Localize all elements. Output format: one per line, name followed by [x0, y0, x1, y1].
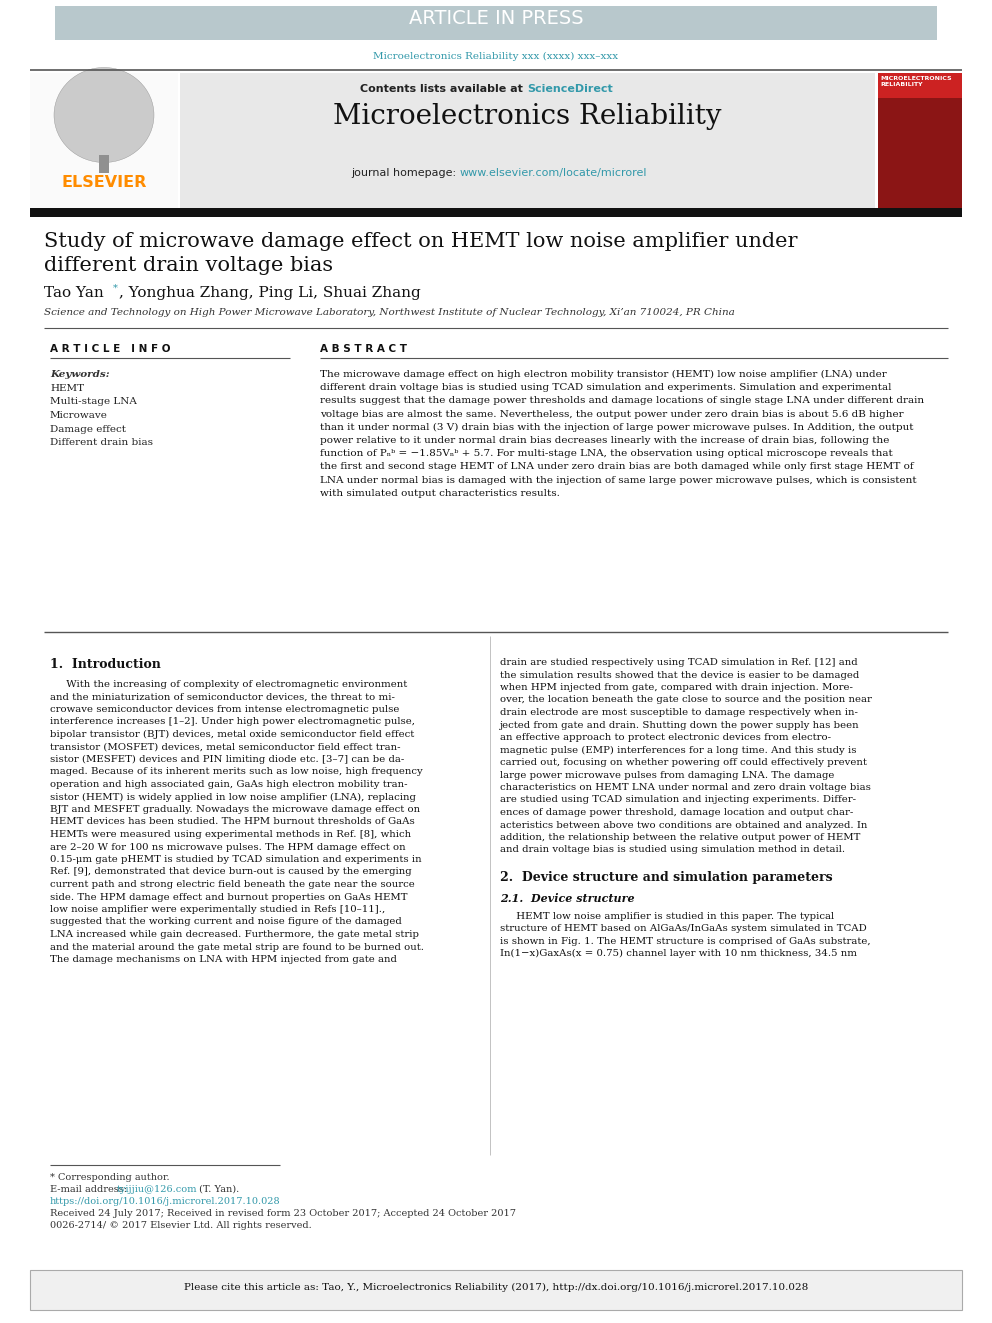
Text: interference increases [1–2]. Under high power electromagnetic pulse,: interference increases [1–2]. Under high…	[50, 717, 415, 726]
Text: Different drain bias: Different drain bias	[50, 438, 153, 447]
Bar	[30, 1270, 962, 1310]
Text: operation and high associated gain, GaAs high electron mobility tran-: operation and high associated gain, GaAs…	[50, 781, 408, 789]
Text: is shown in Fig. 1. The HEMT structure is comprised of GaAs substrate,: is shown in Fig. 1. The HEMT structure i…	[500, 937, 871, 946]
Ellipse shape	[54, 67, 154, 163]
Text: Tao Yan: Tao Yan	[44, 286, 104, 300]
Text: function of Pₙᵇ = −1.85Vₙᵇ + 5.7. For multi-stage LNA, the observation using opt: function of Pₙᵇ = −1.85Vₙᵇ + 5.7. For mu…	[320, 450, 893, 458]
Text: carried out, focusing on whether powering off could effectively prevent: carried out, focusing on whether powerin…	[500, 758, 867, 767]
Text: different drain voltage bias is studied using TCAD simulation and experiments. S: different drain voltage bias is studied …	[320, 384, 892, 392]
Text: 0026-2714/ © 2017 Elsevier Ltd. All rights reserved.: 0026-2714/ © 2017 Elsevier Ltd. All righ…	[50, 1221, 311, 1230]
Text: results suggest that the damage power thresholds and damage locations of single : results suggest that the damage power th…	[320, 397, 925, 405]
Text: acteristics between above two conditions are obtained and analyzed. In: acteristics between above two conditions…	[500, 820, 867, 830]
Text: the first and second stage HEMT of LNA under zero drain bias are both damaged wh: the first and second stage HEMT of LNA u…	[320, 463, 914, 471]
Text: maged. Because of its inherent merits such as low noise, high frequency: maged. Because of its inherent merits su…	[50, 767, 423, 777]
Text: ELSEVIER: ELSEVIER	[62, 175, 147, 191]
Text: Please cite this article as: Tao, Y., Microelectronics Reliability (2017), http:: Please cite this article as: Tao, Y., Mi…	[184, 1283, 808, 1293]
Text: with simulated output characteristics results.: with simulated output characteristics re…	[320, 488, 559, 497]
Text: are studied using TCAD simulation and injecting experiments. Differ-: are studied using TCAD simulation and in…	[500, 795, 856, 804]
Text: magnetic pulse (EMP) interferences for a long time. And this study is: magnetic pulse (EMP) interferences for a…	[500, 745, 856, 754]
Text: low noise amplifier were experimentally studied in Refs [10–11].,: low noise amplifier were experimentally …	[50, 905, 385, 914]
Bar	[878, 73, 962, 98]
Text: suggested that the working current and noise figure of the damaged: suggested that the working current and n…	[50, 917, 402, 926]
Text: sistor (MESFET) devices and PIN limiting diode etc. [3–7] can be da-: sistor (MESFET) devices and PIN limiting…	[50, 755, 405, 765]
Text: HEMT devices has been studied. The HPM burnout thresholds of GaAs: HEMT devices has been studied. The HPM b…	[50, 818, 415, 827]
Text: , Yonghua Zhang, Ping Li, Shuai Zhang: , Yonghua Zhang, Ping Li, Shuai Zhang	[119, 286, 421, 300]
Text: over, the location beneath the gate close to source and the position near: over, the location beneath the gate clos…	[500, 696, 872, 705]
Text: Microwave: Microwave	[50, 411, 108, 419]
Text: Microelectronics Reliability xxx (xxxx) xxx–xxx: Microelectronics Reliability xxx (xxxx) …	[373, 52, 619, 61]
Text: www.elsevier.com/locate/microrel: www.elsevier.com/locate/microrel	[460, 168, 648, 179]
Text: than it under normal (3 V) drain bias with the injection of large power microwav: than it under normal (3 V) drain bias wi…	[320, 423, 914, 431]
Text: when HPM injected from gate, compared with drain injection. More-: when HPM injected from gate, compared wi…	[500, 683, 853, 692]
Text: HEMT: HEMT	[50, 384, 84, 393]
Text: current path and strong electric field beneath the gate near the source: current path and strong electric field b…	[50, 880, 415, 889]
Text: transistor (MOSFET) devices, metal semiconductor field effect tran-: transistor (MOSFET) devices, metal semic…	[50, 742, 401, 751]
Text: MICROELECTRONICS
RELIABILITY: MICROELECTRONICS RELIABILITY	[880, 75, 951, 87]
Text: crowave semiconductor devices from intense electromagnetic pulse: crowave semiconductor devices from inten…	[50, 705, 400, 714]
Text: journal homepage:: journal homepage:	[351, 168, 460, 179]
Text: different drain voltage bias: different drain voltage bias	[44, 255, 333, 275]
Text: an effective approach to protect electronic devices from electro-: an effective approach to protect electro…	[500, 733, 831, 742]
Text: https://doi.org/10.1016/j.microrel.2017.10.028: https://doi.org/10.1016/j.microrel.2017.…	[50, 1197, 281, 1207]
Text: Study of microwave damage effect on HEMT low noise amplifier under: Study of microwave damage effect on HEMT…	[44, 232, 798, 251]
Text: Received 24 July 2017; Received in revised form 23 October 2017; Accepted 24 Oct: Received 24 July 2017; Received in revis…	[50, 1209, 516, 1218]
Text: bipolar transistor (BJT) devices, metal oxide semiconductor field effect: bipolar transistor (BJT) devices, metal …	[50, 730, 415, 740]
Text: ences of damage power threshold, damage location and output char-: ences of damage power threshold, damage …	[500, 808, 853, 818]
Text: A R T I C L E   I N F O: A R T I C L E I N F O	[50, 344, 171, 355]
Text: HEMTs were measured using experimental methods in Ref. [8], which: HEMTs were measured using experimental m…	[50, 830, 411, 839]
Text: the simulation results showed that the device is easier to be damaged: the simulation results showed that the d…	[500, 671, 859, 680]
Text: ScienceDirect: ScienceDirect	[527, 83, 613, 94]
Text: characteristics on HEMT LNA under normal and zero drain voltage bias: characteristics on HEMT LNA under normal…	[500, 783, 871, 792]
Text: The damage mechanisms on LNA with HPM injected from gate and: The damage mechanisms on LNA with HPM in…	[50, 955, 397, 964]
Text: 2.  Device structure and simulation parameters: 2. Device structure and simulation param…	[500, 871, 832, 884]
Text: 0.15-μm gate pHEMT is studied by TCAD simulation and experiments in: 0.15-μm gate pHEMT is studied by TCAD si…	[50, 855, 422, 864]
Text: LNA under normal bias is damaged with the injection of same large power microwav: LNA under normal bias is damaged with th…	[320, 475, 917, 484]
Text: structure of HEMT based on AlGaAs/InGaAs system simulated in TCAD: structure of HEMT based on AlGaAs/InGaAs…	[500, 925, 867, 933]
Text: and the material around the gate metal strip are found to be burned out.: and the material around the gate metal s…	[50, 942, 424, 951]
Text: drain are studied respectively using TCAD simulation in Ref. [12] and: drain are studied respectively using TCA…	[500, 658, 858, 667]
Text: A B S T R A C T: A B S T R A C T	[320, 344, 407, 355]
Text: Science and Technology on High Power Microwave Laboratory, Northwest Institute o: Science and Technology on High Power Mic…	[44, 308, 735, 318]
Bar	[180, 73, 875, 208]
Text: tyijjiu@126.com: tyijjiu@126.com	[117, 1185, 197, 1193]
Text: Keywords:: Keywords:	[50, 370, 110, 378]
Text: Damage effect: Damage effect	[50, 425, 126, 434]
Text: 1.  Introduction: 1. Introduction	[50, 658, 161, 671]
Text: side. The HPM damage effect and burnout properties on GaAs HEMT: side. The HPM damage effect and burnout …	[50, 893, 408, 901]
Text: BJT and MESFET gradually. Nowadays the microwave damage effect on: BJT and MESFET gradually. Nowadays the m…	[50, 804, 421, 814]
Text: large power microwave pulses from damaging LNA. The damage: large power microwave pulses from damagi…	[500, 770, 834, 779]
Text: ARTICLE IN PRESS: ARTICLE IN PRESS	[409, 9, 583, 28]
Text: LNA increased while gain decreased. Furthermore, the gate metal strip: LNA increased while gain decreased. Furt…	[50, 930, 419, 939]
Text: *: *	[113, 284, 118, 292]
Text: E-mail address:: E-mail address:	[50, 1185, 130, 1193]
Text: Contents lists available at: Contents lists available at	[360, 83, 527, 94]
Text: drain electrode are most susceptible to damage respectively when in-: drain electrode are most susceptible to …	[500, 708, 858, 717]
Text: power relative to it under normal drain bias decreases linearly with the increas: power relative to it under normal drain …	[320, 437, 890, 445]
Text: and the miniaturization of semiconductor devices, the threat to mi-: and the miniaturization of semiconductor…	[50, 692, 395, 701]
Bar	[99, 155, 109, 173]
Text: Microelectronics Reliability: Microelectronics Reliability	[332, 103, 721, 130]
Text: are 2–20 W for 100 ns microwave pulses. The HPM damage effect on: are 2–20 W for 100 ns microwave pulses. …	[50, 843, 406, 852]
Text: Multi-stage LNA: Multi-stage LNA	[50, 397, 137, 406]
Text: (T. Yan).: (T. Yan).	[196, 1185, 239, 1193]
Bar	[30, 208, 962, 217]
Text: jected from gate and drain. Shutting down the power supply has been: jected from gate and drain. Shutting dow…	[500, 721, 860, 729]
Text: * Corresponding author.: * Corresponding author.	[50, 1174, 170, 1181]
Text: The microwave damage effect on high electron mobility transistor (HEMT) low nois: The microwave damage effect on high elec…	[320, 370, 887, 380]
Bar	[30, 73, 178, 208]
Text: In(1−x)GaxAs(x = 0.75) channel layer with 10 nm thickness, 34.5 nm: In(1−x)GaxAs(x = 0.75) channel layer wit…	[500, 949, 857, 958]
Bar	[55, 7, 937, 40]
Text: sistor (HEMT) is widely applied in low noise amplifier (LNA), replacing: sistor (HEMT) is widely applied in low n…	[50, 792, 416, 802]
Text: addition, the relationship between the relative output power of HEMT: addition, the relationship between the r…	[500, 833, 860, 841]
Text: voltage bias are almost the same. Nevertheless, the output power under zero drai: voltage bias are almost the same. Nevert…	[320, 410, 904, 418]
Text: and drain voltage bias is studied using simulation method in detail.: and drain voltage bias is studied using …	[500, 845, 845, 855]
Text: With the increasing of complexity of electromagnetic environment: With the increasing of complexity of ele…	[50, 680, 408, 689]
Bar	[878, 73, 962, 208]
Text: Ref. [9], demonstrated that device burn-out is caused by the emerging: Ref. [9], demonstrated that device burn-…	[50, 868, 412, 877]
Text: HEMT low noise amplifier is studied in this paper. The typical: HEMT low noise amplifier is studied in t…	[500, 912, 834, 921]
Text: 2.1.  Device structure: 2.1. Device structure	[500, 893, 635, 904]
